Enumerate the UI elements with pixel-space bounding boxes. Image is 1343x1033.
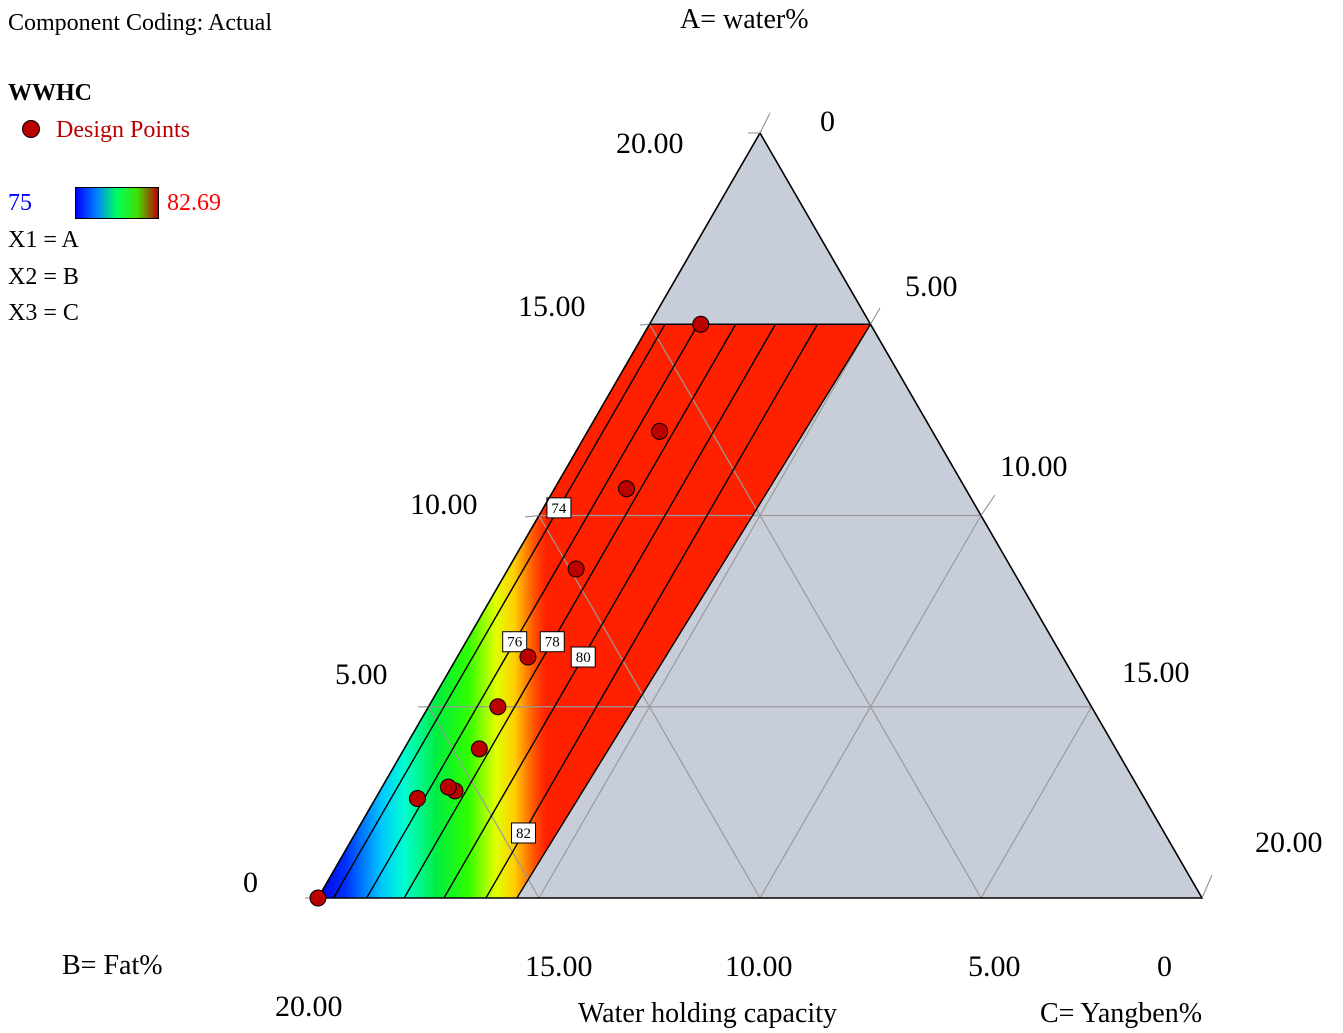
b-tick-15: 15.00: [518, 290, 586, 324]
b-tick-20: 20.00: [616, 127, 684, 161]
a-tick-mark: [871, 308, 881, 324]
a-tick-0: 0: [820, 105, 835, 139]
a-tick-10: 10.00: [1000, 450, 1068, 484]
contour-label-78: 78: [545, 635, 560, 651]
design-point: [409, 791, 425, 807]
a-tick-15: 15.00: [1122, 656, 1190, 690]
design-point: [619, 481, 635, 497]
response-axis-title: Water holding capacity: [578, 998, 837, 1030]
axis-b-title: B= Fat%: [62, 950, 163, 982]
design-point: [693, 316, 709, 332]
c-tick-5: 5.00: [968, 950, 1021, 984]
design-point: [490, 699, 506, 715]
a-tick-mark: [981, 495, 995, 516]
a-tick-20: 20.00: [1255, 826, 1323, 860]
design-point: [440, 779, 456, 795]
contour-label-80: 80: [576, 650, 591, 666]
design-point: [471, 741, 487, 757]
design-point: [652, 423, 668, 439]
c-tick-10: 10.00: [725, 950, 793, 984]
c-tick-20: 20.00: [275, 990, 343, 1024]
contour-label-74: 74: [551, 501, 567, 517]
design-point: [310, 890, 326, 906]
c-tick-15: 15.00: [525, 950, 593, 984]
contour-label-82: 82: [516, 826, 531, 842]
b-tick-5: 5.00: [335, 658, 388, 692]
b-tick-0: 0: [243, 866, 258, 900]
contour-label-76: 76: [507, 635, 523, 651]
b-tick-mark: [525, 516, 539, 518]
a-tick-mark: [1202, 875, 1212, 898]
c-tick-0: 0: [1157, 950, 1172, 984]
b-tick-10: 10.00: [410, 488, 478, 522]
a-tick-mark: [760, 113, 770, 133]
design-point: [520, 649, 536, 665]
a-tick-5: 5.00: [905, 270, 958, 304]
axis-c-title: C= Yangben%: [1040, 998, 1202, 1030]
b-tick-mark: [640, 324, 650, 325]
design-point: [568, 561, 584, 577]
